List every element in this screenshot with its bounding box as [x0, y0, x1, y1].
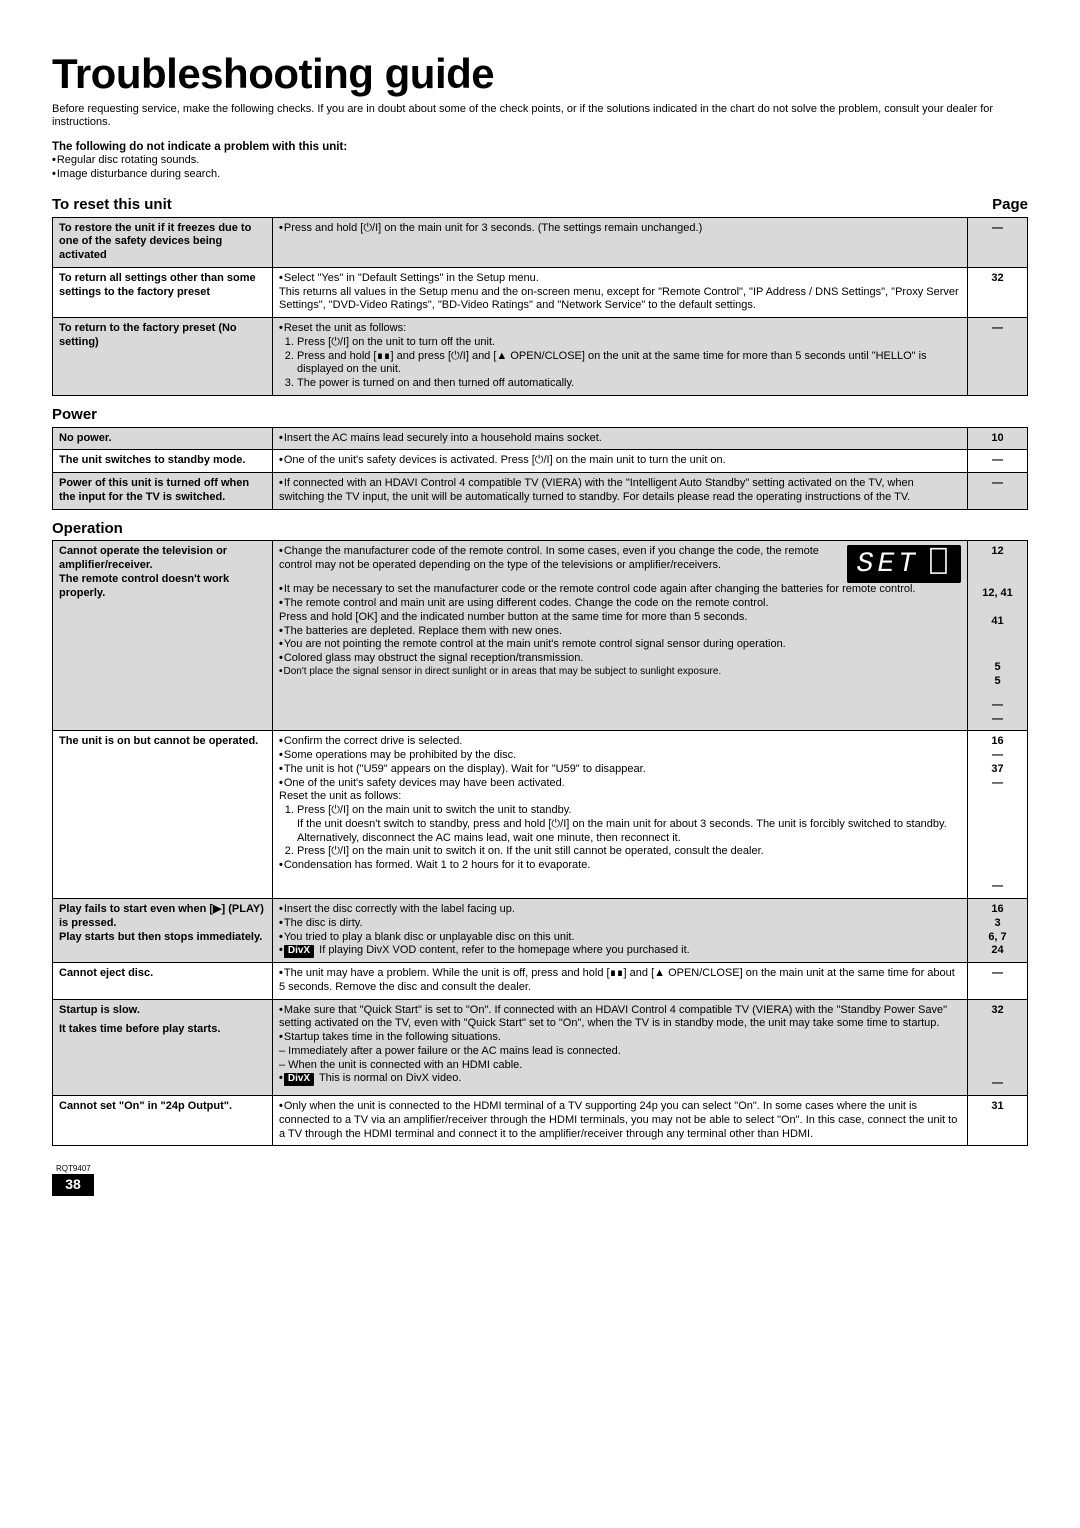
r3-left: To return to the factory preset (No sett… [53, 318, 273, 396]
sub-bullets: Regular disc rotating sounds. Image dist… [52, 154, 1028, 182]
sub-bullet-1: Regular disc rotating sounds. [57, 154, 199, 166]
p1-pg: 10 [968, 427, 1028, 450]
o3-left: Play fails to start even when [▶] (PLAY)… [53, 899, 273, 963]
r3-pg: — [968, 318, 1028, 396]
set-display-icon: SET ⎕ [847, 545, 961, 583]
p3-left: Power of this unit is turned off when th… [53, 473, 273, 510]
p3-pg: — [968, 473, 1028, 510]
o1-mid: Change the manufacturer code of the remo… [273, 541, 968, 731]
operation-table: Cannot operate the television or amplifi… [52, 540, 1028, 1146]
subhead: The following do not indicate a problem … [52, 140, 1028, 154]
p3-mid: If connected with an HDAVI Control 4 com… [273, 473, 968, 510]
footer-page-number: 38 [52, 1174, 94, 1196]
reset-table: To restore the unit if it freezes due to… [52, 217, 1028, 396]
o4-left: Cannot eject disc. [53, 963, 273, 1000]
o2-mid: Confirm the correct drive is selected. S… [273, 731, 968, 899]
page-label: Page [992, 196, 1028, 215]
r1-mid: Press and hold [⏻/I] on the main unit fo… [273, 217, 968, 267]
intro-text: Before requesting service, make the foll… [52, 103, 1028, 131]
o2-left: The unit is on but cannot be operated. [53, 731, 273, 899]
o1-pg: 12 12, 41 41 5 5 — — [968, 541, 1028, 731]
sub-bullet-2: Image disturbance during search. [57, 168, 220, 180]
p1-mid: Insert the AC mains lead securely into a… [273, 427, 968, 450]
r3-step-2: Press and hold [∎∎] and press [⏻/I] and … [297, 350, 961, 378]
o3-pg: 16 3 6, 7 24 [968, 899, 1028, 963]
r2-mid: Select "Yes" in "Default Settings" in th… [273, 267, 968, 317]
section-operation: Operation [52, 520, 123, 539]
o1-left: Cannot operate the television or amplifi… [53, 541, 273, 731]
power-table: No power. Insert the AC mains lead secur… [52, 427, 1028, 510]
p2-left: The unit switches to standby mode. [53, 450, 273, 473]
r2-pg: 32 [968, 267, 1028, 317]
o2-step-2: Press [⏻/I] on the main unit to switch i… [297, 845, 961, 859]
r3-step-3: The power is turned on and then turned o… [297, 377, 961, 391]
o6-pg: 31 [968, 1096, 1028, 1146]
o5-mid: Make sure that "Quick Start" is set to "… [273, 999, 968, 1096]
footer-rqt: RQT9407 [56, 1164, 1028, 1174]
section-power: Power [52, 406, 97, 425]
footer: RQT9407 38 [52, 1164, 1028, 1196]
r3-mid: Reset the unit as follows: Press [⏻/I] o… [273, 318, 968, 396]
o4-pg: — [968, 963, 1028, 1000]
p2-pg: — [968, 450, 1028, 473]
r3-step-1: Press [⏻/I] on the unit to turn off the … [297, 336, 961, 350]
p2-mid: One of the unit's safety devices is acti… [273, 450, 968, 473]
o3-mid: Insert the disc correctly with the label… [273, 899, 968, 963]
o6-left: Cannot set "On" in "24p Output". [53, 1096, 273, 1146]
r1-pg: — [968, 217, 1028, 267]
page-title: Troubleshooting guide [52, 48, 1028, 101]
r2-left: To return all settings other than some s… [53, 267, 273, 317]
o2-step-1: Press [⏻/I] on the main unit to switch t… [297, 804, 961, 845]
o4-mid: The unit may have a problem. While the u… [273, 963, 968, 1000]
o6-mid: Only when the unit is connected to the H… [273, 1096, 968, 1146]
o5-pg: 32 — [968, 999, 1028, 1096]
divx-badge-2: DivX [284, 1073, 314, 1086]
o5-left: Startup is slow. It takes time before pl… [53, 999, 273, 1096]
o2-pg: 16 — 37 — — [968, 731, 1028, 899]
r1-left: To restore the unit if it freezes due to… [53, 217, 273, 267]
section-reset: To reset this unit [52, 196, 172, 215]
divx-badge: DivX [284, 945, 314, 958]
p1-left: No power. [53, 427, 273, 450]
